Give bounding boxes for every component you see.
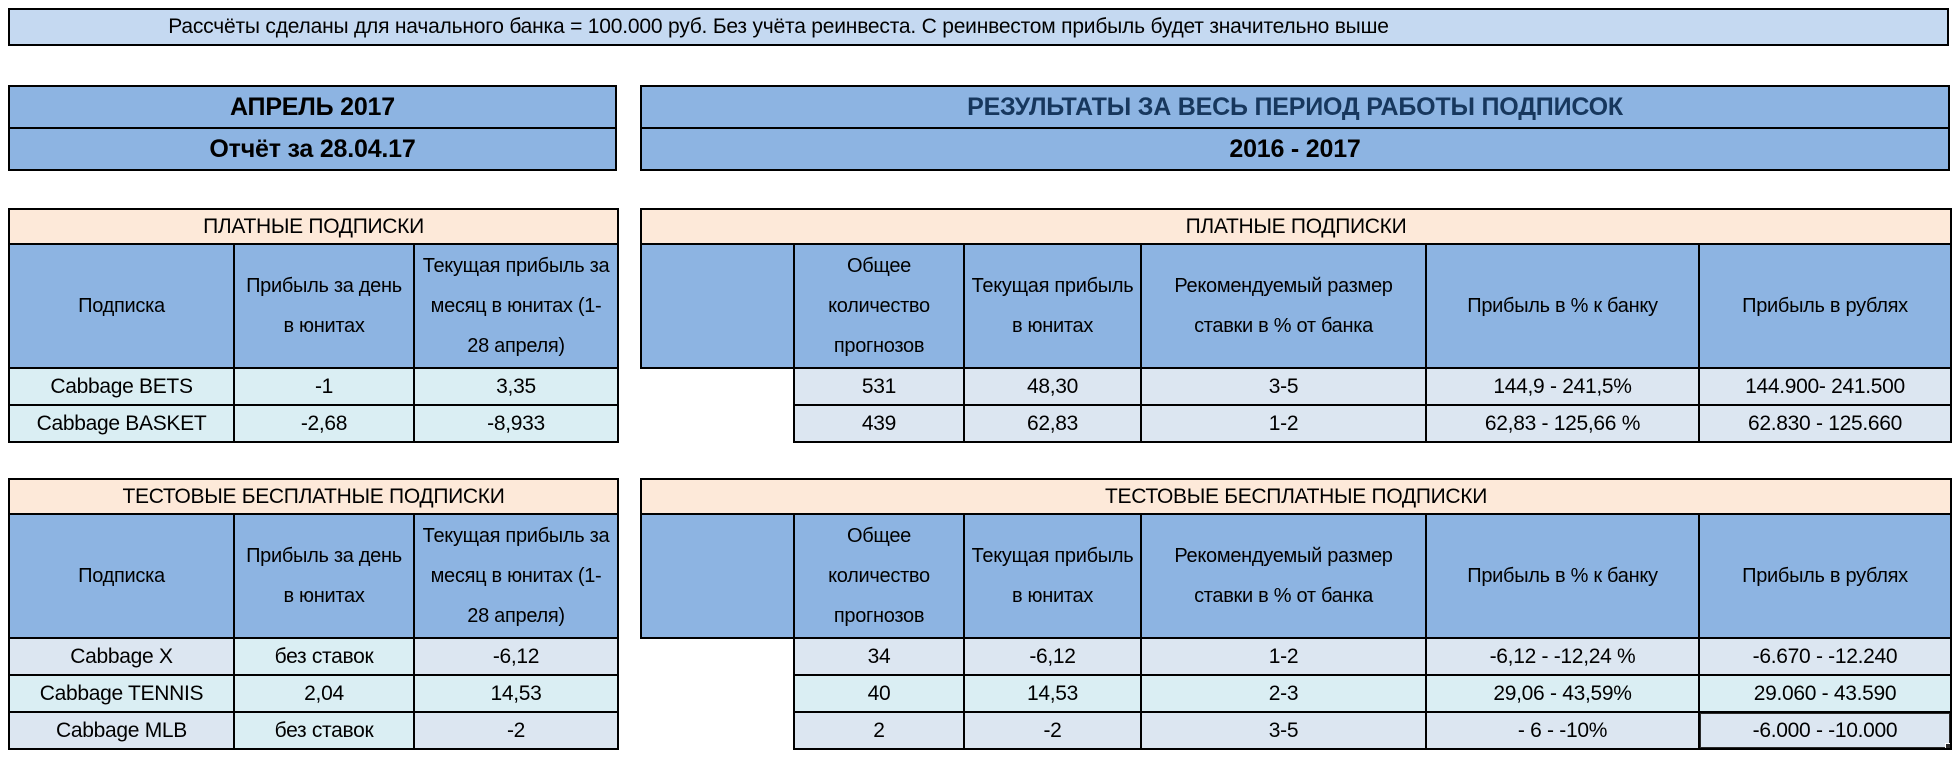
data-cell-month-profit[interactable]: -6,12 bbox=[413, 637, 619, 676]
spacer-cell bbox=[641, 405, 794, 442]
table-row: Cabbage TENNIS 2,04 14,53 bbox=[8, 674, 619, 713]
table-row: Cabbage MLB без ставок -2 bbox=[8, 711, 619, 750]
header-cell-rub-profit[interactable]: Прибыль в рублях bbox=[1697, 243, 1953, 369]
table-row: Cabbage BASKET -2,68 -8,933 bbox=[8, 404, 620, 443]
table-row: 531 48,30 3-5 144,9 - 241,5% 144.900- 24… bbox=[641, 367, 1953, 406]
data-cell-pct[interactable]: 62,83 - 125,66 % bbox=[1425, 404, 1700, 443]
data-cell-month-profit[interactable]: -2 bbox=[413, 711, 619, 750]
table-row: Cabbage BETS -1 3,35 bbox=[8, 367, 620, 406]
data-cell-stake[interactable]: 2-3 bbox=[1140, 674, 1427, 713]
header-cell-pct-profit[interactable]: Прибыль в % к банку bbox=[1425, 513, 1700, 639]
header-cell-subscription[interactable]: Подписка bbox=[8, 513, 235, 639]
data-cell-forecasts[interactable]: 34 bbox=[793, 637, 965, 676]
data-cell-day-profit[interactable]: 2,04 bbox=[233, 674, 415, 713]
paid-alltime-table: ПЛАТНЫЕ ПОДПИСКИ Общее количество прогно… bbox=[639, 208, 1953, 443]
data-cell-stake[interactable]: 1-2 bbox=[1140, 637, 1427, 676]
period-title-cell[interactable]: РЕЗУЛЬТАТЫ ЗА ВЕСЬ ПЕРИОД РАБОТЫ ПОДПИСО… bbox=[967, 92, 1623, 121]
data-cell-stake[interactable]: 1-2 bbox=[1140, 404, 1427, 443]
test-monthly-table: ТЕСТОВЫЕ БЕСПЛАТНЫЕ ПОДПИСКИ Подписка Пр… bbox=[8, 478, 619, 750]
month-title-cell[interactable]: АПРЕЛЬ 2017 bbox=[230, 92, 395, 121]
paid-monthly-table: ПЛАТНЫЕ ПОДПИСКИ Подписка Прибыль за ден… bbox=[7, 208, 620, 443]
data-cell-month-profit[interactable]: 3,35 bbox=[412, 367, 620, 406]
data-cell-subscription-name[interactable]: Cabbage TENNIS bbox=[8, 674, 235, 713]
data-cell-rub[interactable]: 29.060 - 43.590 bbox=[1698, 674, 1952, 713]
data-cell-day-profit[interactable]: без ставок bbox=[233, 637, 415, 676]
data-cell-subscription-name[interactable]: Cabbage BETS bbox=[8, 367, 235, 406]
period-years-cell[interactable]: 2016 - 2017 bbox=[642, 127, 1948, 169]
data-cell-day-profit[interactable]: -1 bbox=[233, 367, 415, 406]
table-row: 439 62,83 1-2 62,83 - 125,66 % 62.830 - … bbox=[641, 404, 1953, 443]
header-cell-subscription[interactable]: Подписка bbox=[8, 243, 235, 369]
empty-header-cell[interactable] bbox=[640, 243, 795, 369]
data-cell-rub[interactable]: 62.830 - 125.660 bbox=[1697, 404, 1953, 443]
header-cell-month-profit[interactable]: Текущая прибыль за месяц в юнитах (1-28 … bbox=[412, 243, 620, 369]
test-table-title-cell[interactable]: ТЕСТОВЫЕ БЕСПЛАТНЫЕ ПОДПИСКИ bbox=[8, 478, 619, 515]
spacer-cell bbox=[641, 368, 794, 405]
data-cell-month-profit[interactable]: -8,933 bbox=[412, 404, 620, 443]
bank-note-banner-cell[interactable]: Рассчёты сделаны для начального банка = … bbox=[8, 8, 1949, 46]
empty-header-cell[interactable] bbox=[640, 513, 795, 639]
header-cell-units-profit[interactable]: Текущая прибыль в юнитах bbox=[963, 243, 1142, 369]
header-cell-day-profit[interactable]: Прибыль за день в юнитах bbox=[233, 243, 415, 369]
spacer-cell bbox=[641, 638, 794, 675]
data-cell-day-profit[interactable]: без ставок bbox=[233, 711, 415, 750]
paid-table-title-cell[interactable]: ПЛАТНЫЕ ПОДПИСКИ bbox=[639, 208, 1953, 245]
header-cell-rub-profit[interactable]: Прибыль в рублях bbox=[1698, 513, 1952, 639]
data-cell-units[interactable]: -6,12 bbox=[963, 637, 1142, 676]
data-cell-month-profit[interactable]: 14,53 bbox=[413, 674, 619, 713]
bank-note-text: Рассчёты сделаны для начального банка = … bbox=[168, 15, 1389, 38]
data-cell-forecasts[interactable]: 439 bbox=[793, 404, 965, 443]
data-cell-forecasts[interactable]: 2 bbox=[793, 711, 965, 750]
header-cell-day-profit[interactable]: Прибыль за день в юнитах bbox=[233, 513, 415, 639]
data-cell-rub[interactable]: 144.900- 241.500 bbox=[1697, 367, 1953, 406]
data-cell-day-profit[interactable]: -2,68 bbox=[233, 404, 415, 443]
header-cell-month-profit[interactable]: Текущая прибыль за месяц в юнитах (1-28 … bbox=[413, 513, 619, 639]
period-header-table: РЕЗУЛЬТАТЫ ЗА ВЕСЬ ПЕРИОД РАБОТЫ ПОДПИСО… bbox=[640, 85, 1950, 171]
data-cell-subscription-name[interactable]: Cabbage X bbox=[8, 637, 235, 676]
data-cell-units[interactable]: -2 bbox=[963, 711, 1142, 750]
report-date-cell[interactable]: Отчёт за 28.04.17 bbox=[10, 127, 615, 169]
header-cell-pct-profit[interactable]: Прибыль в % к банку bbox=[1425, 243, 1700, 369]
table-row: Cabbage X без ставок -6,12 bbox=[8, 637, 619, 676]
header-cell-units-profit[interactable]: Текущая прибыль в юнитах bbox=[963, 513, 1142, 639]
table-row: 40 14,53 2-3 29,06 - 43,59% 29.060 - 43.… bbox=[641, 674, 1952, 713]
selected-cell-rub-profit[interactable]: -6.000 - -10.000 bbox=[1698, 711, 1952, 750]
header-cell-total-forecasts[interactable]: Общее количество прогнозов bbox=[793, 243, 965, 369]
spacer-cell bbox=[641, 712, 794, 749]
data-cell-units[interactable]: 14,53 bbox=[963, 674, 1142, 713]
table-row: 2 -2 3-5 - 6 - -10% -6.000 - -10.000 bbox=[641, 711, 1952, 750]
test-alltime-table: ТЕСТОВЫЕ БЕСПЛАТНЫЕ ПОДПИСКИ Общее колич… bbox=[640, 478, 1952, 750]
data-cell-pct[interactable]: 144,9 - 241,5% bbox=[1425, 367, 1700, 406]
data-cell-pct[interactable]: -6,12 - -12,24 % bbox=[1425, 637, 1700, 676]
data-cell-subscription-name[interactable]: Cabbage BASKET bbox=[8, 404, 235, 443]
data-cell-pct[interactable]: - 6 - -10% bbox=[1425, 711, 1700, 750]
month-header-table: АПРЕЛЬ 2017 Отчёт за 28.04.17 bbox=[8, 85, 617, 171]
paid-table-title-cell[interactable]: ПЛАТНЫЕ ПОДПИСКИ bbox=[7, 208, 620, 245]
data-cell-rub[interactable]: -6.670 - -12.240 bbox=[1698, 637, 1952, 676]
header-cell-total-forecasts[interactable]: Общее количество прогнозов bbox=[793, 513, 965, 639]
table-row: 34 -6,12 1-2 -6,12 - -12,24 % -6.670 - -… bbox=[641, 637, 1952, 676]
data-cell-units[interactable]: 48,30 bbox=[963, 367, 1142, 406]
header-cell-stake-size[interactable]: Рекомендуемый размер ставки в % от банка bbox=[1140, 513, 1427, 639]
data-cell-stake[interactable]: 3-5 bbox=[1140, 711, 1427, 750]
data-cell-forecasts[interactable]: 40 bbox=[793, 674, 965, 713]
data-cell-subscription-name[interactable]: Cabbage MLB bbox=[8, 711, 235, 750]
spacer-cell bbox=[641, 675, 794, 712]
data-cell-units[interactable]: 62,83 bbox=[963, 404, 1142, 443]
data-cell-stake[interactable]: 3-5 bbox=[1140, 367, 1427, 406]
data-cell-forecasts[interactable]: 531 bbox=[793, 367, 965, 406]
data-cell-pct[interactable]: 29,06 - 43,59% bbox=[1425, 674, 1700, 713]
header-cell-stake-size[interactable]: Рекомендуемый размер ставки в % от банка bbox=[1140, 243, 1427, 369]
test-table-title-cell[interactable]: ТЕСТОВЫЕ БЕСПЛАТНЫЕ ПОДПИСКИ bbox=[640, 478, 1952, 515]
